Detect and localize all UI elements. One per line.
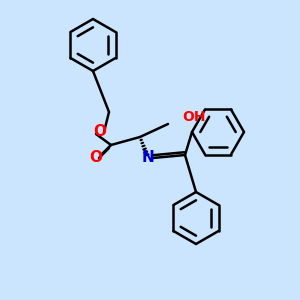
Text: O: O	[89, 149, 103, 164]
Text: OH: OH	[182, 110, 206, 124]
Text: N: N	[142, 151, 154, 166]
Text: O: O	[94, 124, 106, 140]
